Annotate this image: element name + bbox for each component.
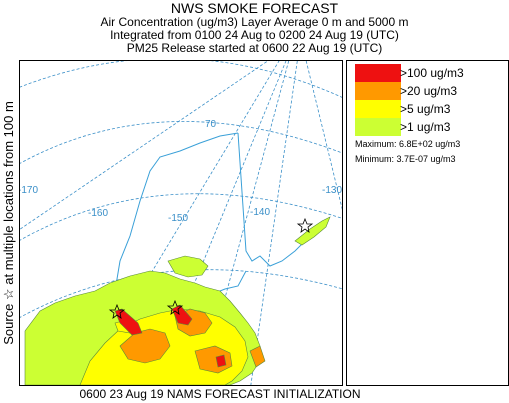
smoke-gt20: [119, 308, 266, 374]
smoke-gt100: [114, 304, 227, 368]
lon-label-150: -150: [168, 213, 188, 224]
integration-line: Integrated from 0100 24 Aug to 0200 24 A…: [110, 28, 399, 42]
smoke-map: -170 -160 -150 -140 -130 70: [19, 60, 343, 386]
maximum-value: Maximum: 6.8E+02 ug/m3: [355, 139, 461, 149]
legend-swatch: [355, 118, 401, 136]
legend-swatch: [355, 82, 401, 100]
lat-label-70: 70: [205, 119, 217, 130]
lat-line-60: [20, 269, 342, 318]
legend-item-gt1: >1 ug/m3: [355, 118, 505, 136]
latitude-lines: [20, 61, 342, 318]
lat-line-75: [20, 61, 342, 98]
minimum-value: Minimum: 3.7E-07 ug/m3: [355, 154, 456, 164]
lon-line-170: [20, 61, 269, 230]
source-star-icon: [296, 217, 314, 233]
concentration-line: Air Concentration (ug/m3) Layer Average …: [100, 15, 409, 29]
source-markers: [108, 217, 314, 319]
legend-label: >1 ug/m3: [400, 120, 451, 134]
legend-item-gt100: >100 ug/m3: [355, 64, 505, 82]
legend-label: >100 ug/m3: [400, 66, 464, 80]
forecast-title: NWS SMOKE FORECAST: [170, 0, 339, 16]
source-label-text: Source ☆ at multiple locations from 100 …: [1, 100, 16, 345]
map-canvas: -170 -160 -150 -140 -130 70: [20, 61, 342, 385]
release-line: PM25 Release started at 0600 22 Aug 19 (…: [126, 41, 383, 55]
legend-swatch: [355, 64, 401, 82]
lon-label-130: -130: [322, 185, 342, 196]
legend-item-gt5: >5 ug/m3: [355, 100, 505, 118]
lon-line-140: [250, 61, 298, 385]
source-star-icon: [166, 299, 184, 315]
legend-label: >5 ug/m3: [400, 102, 451, 116]
lon-label-140: -140: [250, 207, 270, 218]
source-label: Source ☆ at multiple locations from 100 …: [0, 60, 18, 385]
legend-label: >20 ug/m3: [400, 84, 458, 98]
lon-label-170: -170: [20, 185, 38, 196]
lon-label-160: -160: [88, 208, 108, 219]
lon-line-top: [201, 61, 290, 385]
source-star-icon: [108, 303, 126, 319]
legend-item-gt20: >20 ug/m3: [355, 82, 505, 100]
lat-line-65: [20, 193, 342, 241]
legend-panel: >100 ug/m3 >20 ug/m3 >5 ug/m3 >1 ug/m3 M…: [346, 60, 509, 386]
initialization-footer: 0600 23 Aug 19 NAMS FORECAST INITIALIZAT…: [79, 387, 361, 401]
lon-line-130: [305, 61, 342, 210]
lat-line-70: [20, 121, 342, 164]
legend-swatch: [355, 100, 401, 118]
